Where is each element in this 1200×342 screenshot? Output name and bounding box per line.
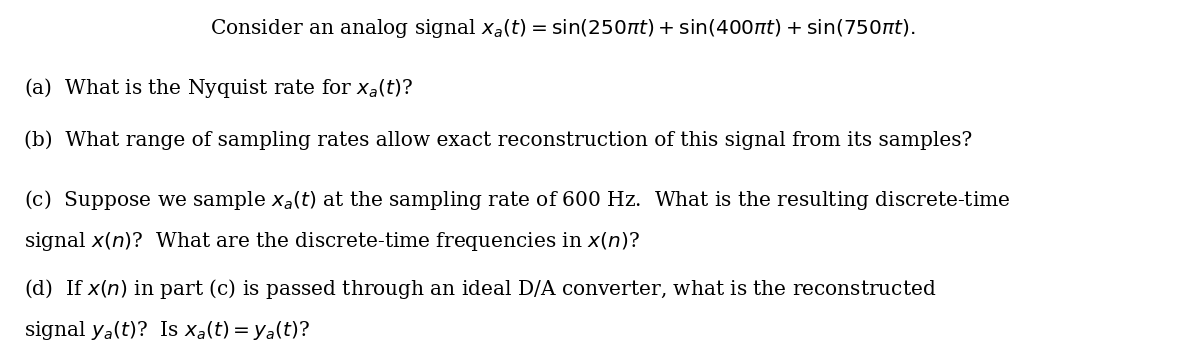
Text: (c)  Suppose we sample $x_a(t)$ at the sampling rate of 600 Hz.  What is the res: (c) Suppose we sample $x_a(t)$ at the sa… bbox=[24, 188, 1010, 212]
Text: Consider an analog signal $x_a(t) = \sin(250\pi t) + \sin(400\pi t) + \sin(750\p: Consider an analog signal $x_a(t) = \sin… bbox=[210, 17, 916, 40]
Text: (d)  If $x(n)$ in part (c) is passed through an ideal D/A converter, what is the: (d) If $x(n)$ in part (c) is passed thro… bbox=[24, 277, 936, 301]
Text: signal $y_a(t)$?  Is $x_a(t) = y_a(t)$?: signal $y_a(t)$? Is $x_a(t) = y_a(t)$? bbox=[24, 318, 310, 342]
Text: signal $x(n)$?  What are the discrete-time frequencies in $x(n)$?: signal $x(n)$? What are the discrete-tim… bbox=[24, 230, 640, 253]
Text: (a)  What is the Nyquist rate for $x_a(t)$?: (a) What is the Nyquist rate for $x_a(t)… bbox=[24, 76, 413, 100]
Text: (b)  What range of sampling rates allow exact reconstruction of this signal from: (b) What range of sampling rates allow e… bbox=[24, 130, 972, 150]
